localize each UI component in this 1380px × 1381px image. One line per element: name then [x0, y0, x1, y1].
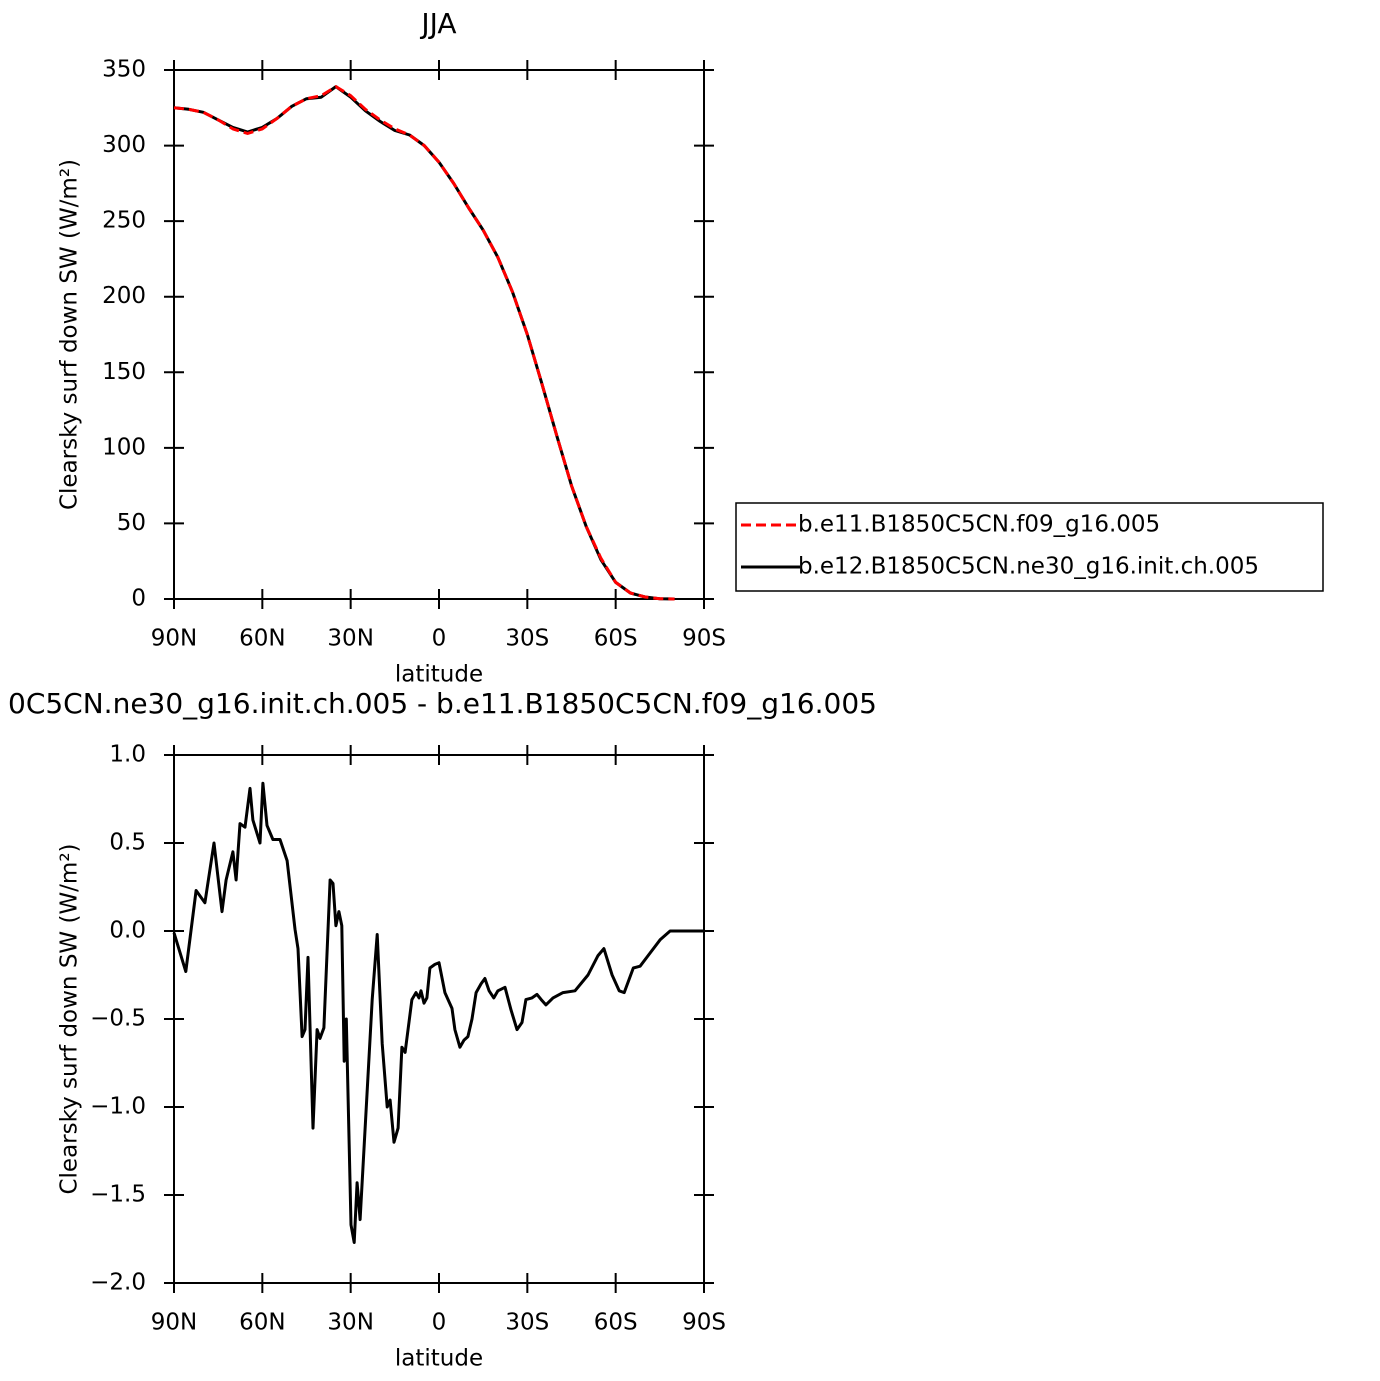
- x-tick-label: 0: [432, 1310, 447, 1336]
- y-tick-label: 50: [117, 510, 146, 536]
- x-tick-label: 90N: [151, 1310, 197, 1336]
- plot-frame: [173, 754, 705, 1284]
- data-line: [172, 781, 704, 1244]
- x-tick-label: 30N: [327, 626, 373, 652]
- y-tick-label: 0: [131, 586, 146, 612]
- x-tick-label: 30N: [327, 1310, 373, 1336]
- y-tick-label: 0.5: [109, 830, 146, 856]
- y-tick-label: 300: [102, 132, 146, 158]
- x-axis-label: latitude: [395, 662, 483, 688]
- plot-frame: [173, 69, 705, 600]
- y-tick-label: −2.0: [90, 1270, 146, 1296]
- x-tick-label: 30S: [505, 1310, 549, 1336]
- y-tick-label: 200: [102, 283, 146, 309]
- y-tick-label: 350: [102, 57, 146, 83]
- chart-title: 0C5CN.ne30_g16.init.ch.005 - b.e11.B1850…: [8, 687, 877, 720]
- legend-box: [735, 502, 1324, 592]
- x-tick-label: 90N: [151, 626, 197, 652]
- y-tick-label: −1.0: [90, 1094, 146, 1120]
- x-tick-label: 90S: [682, 626, 726, 652]
- x-tick-label: 90S: [682, 1310, 726, 1336]
- y-axis-label: Clearsky surf down SW (W/m²): [57, 843, 83, 1194]
- x-tick-label: 0: [432, 626, 447, 652]
- legend-label: b.e11.B1850C5CN.f09_g16.005: [798, 512, 1160, 538]
- x-tick-label: 60S: [594, 626, 638, 652]
- legend-label: b.e12.B1850C5CN.ne30_g16.init.ch.005: [798, 554, 1259, 580]
- y-tick-label: 150: [102, 359, 146, 385]
- y-tick-label: 100: [102, 434, 146, 460]
- data-line: [173, 85, 675, 601]
- x-tick-label: 60N: [239, 1310, 285, 1336]
- data-line: [173, 85, 675, 601]
- x-tick-label: 60N: [239, 626, 285, 652]
- y-tick-label: −1.5: [90, 1182, 146, 1208]
- x-tick-label: 60S: [594, 1310, 638, 1336]
- x-tick-label: 30S: [505, 626, 549, 652]
- y-tick-label: 250: [102, 208, 146, 234]
- chart-title: JJA: [419, 7, 456, 40]
- y-tick-label: −0.5: [90, 1006, 146, 1032]
- y-tick-label: 0.0: [109, 918, 146, 944]
- y-tick-label: 1.0: [109, 742, 146, 768]
- y-axis-label: Clearsky surf down SW (W/m²): [57, 159, 83, 510]
- x-axis-label: latitude: [395, 1346, 483, 1372]
